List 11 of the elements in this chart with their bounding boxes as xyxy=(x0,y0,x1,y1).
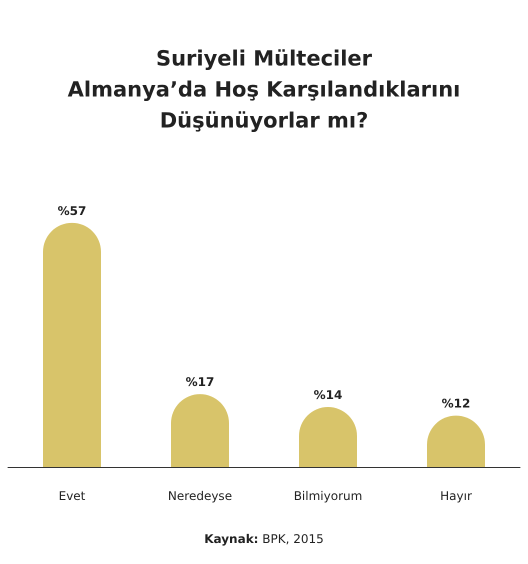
data-label: %17 xyxy=(186,375,214,390)
x-tick-label: Hayır xyxy=(440,489,472,503)
x-tick-label: Neredeyse xyxy=(168,489,232,503)
data-label: %14 xyxy=(314,388,342,402)
data-label: %57 xyxy=(58,204,86,218)
text: Kaynak: BPK, 2015 xyxy=(204,532,324,546)
bar xyxy=(43,222,101,467)
x-tick-label: Bilmiyorum xyxy=(294,489,362,503)
data-label: %12 xyxy=(442,396,470,411)
x-tick-label: Evet xyxy=(58,489,86,503)
chart-title: Suriyeli Mülteciler Almanya’da Hoş Karşılandıklarını Düşünüyorlar mı? xyxy=(68,46,460,132)
